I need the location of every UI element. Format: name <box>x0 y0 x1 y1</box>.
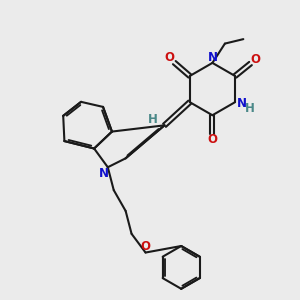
Text: N: N <box>237 97 247 110</box>
Text: H: H <box>148 113 158 127</box>
Text: O: O <box>207 133 218 146</box>
Text: N: N <box>207 51 218 64</box>
Text: H: H <box>244 102 254 115</box>
Text: O: O <box>165 51 175 64</box>
Text: O: O <box>140 239 151 253</box>
Text: O: O <box>250 52 260 66</box>
Text: N: N <box>99 167 109 180</box>
